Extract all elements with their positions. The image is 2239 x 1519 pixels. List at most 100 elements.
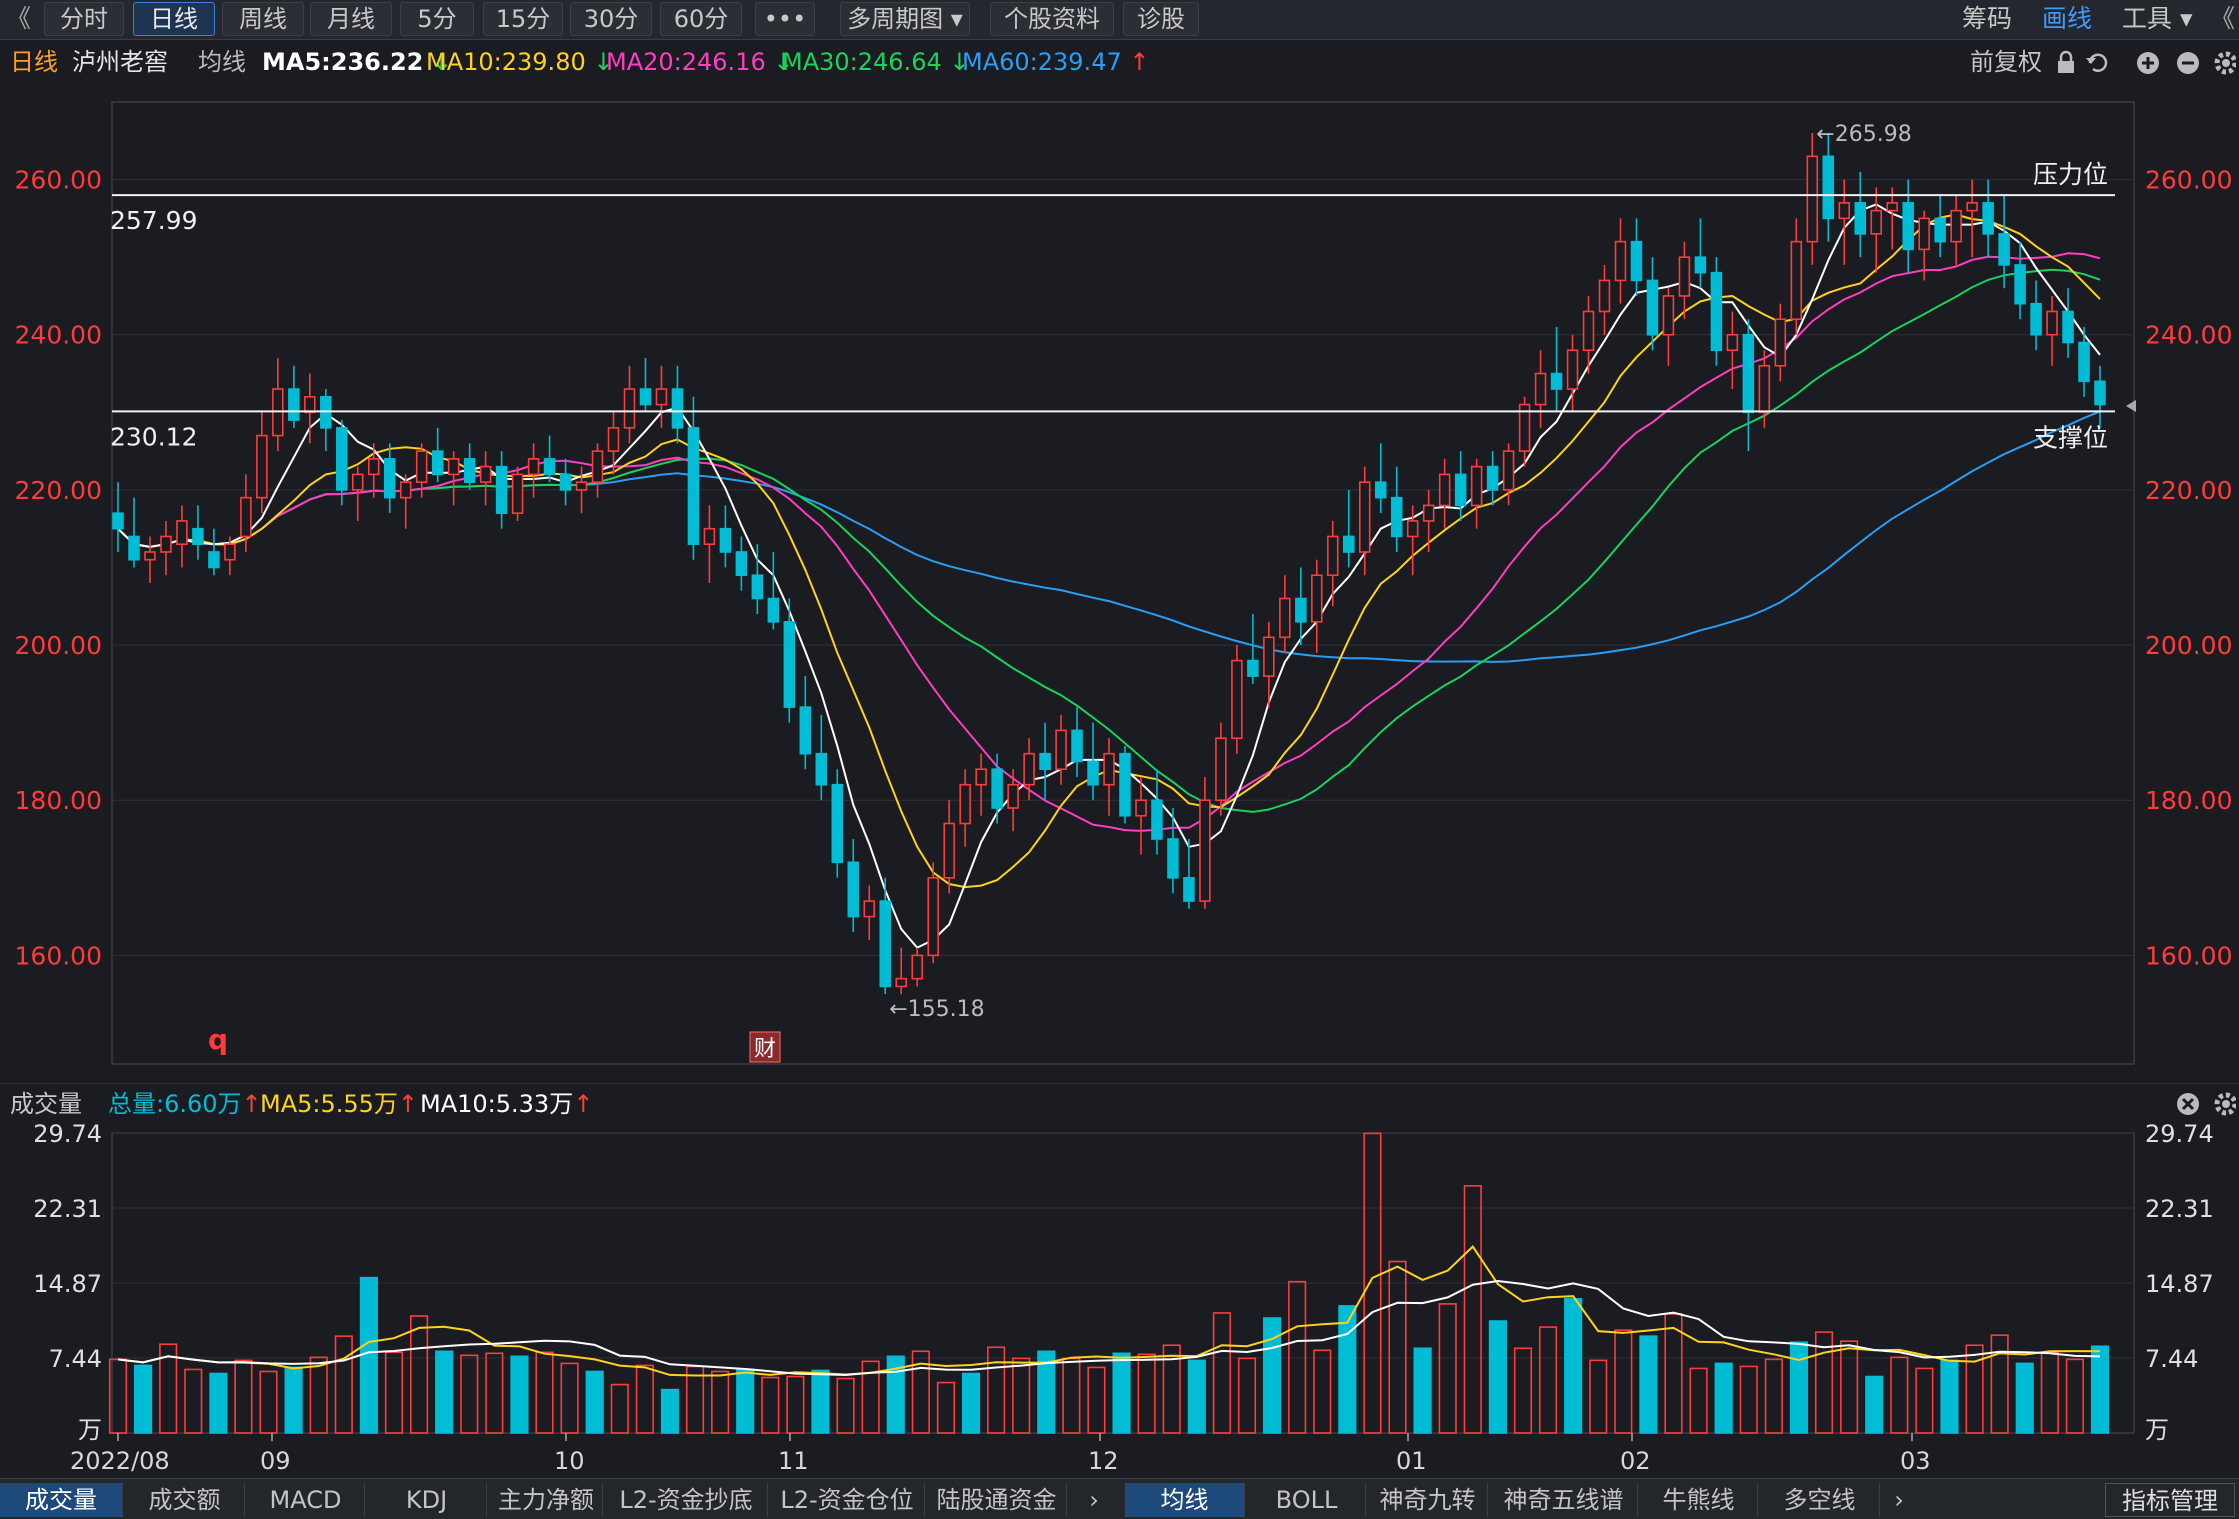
candle[interactable] xyxy=(1103,738,1115,816)
period-tab[interactable]: ••• xyxy=(755,2,815,36)
volume-bar[interactable] xyxy=(1814,1331,1834,1434)
candle[interactable] xyxy=(431,427,444,483)
volume-bar[interactable] xyxy=(936,1381,956,1434)
candle[interactable] xyxy=(1343,489,1355,568)
volume-bar[interactable] xyxy=(1037,1350,1056,1434)
volume-bar[interactable] xyxy=(359,1276,378,1434)
candle[interactable] xyxy=(943,800,955,894)
candle[interactable] xyxy=(831,769,844,878)
zoom-out-icon[interactable] xyxy=(2177,52,2199,74)
indicator-tab[interactable]: MACD xyxy=(247,1483,365,1517)
indicator-manage-button[interactable]: 指标管理 xyxy=(2105,1483,2235,1517)
volume-chart[interactable]: 29.74 29.74 22.31 22.31 14.87 14.87 7.44 7.44 万 万… xyxy=(0,1123,2239,1478)
indicator-tab[interactable]: L2-资金抄底 xyxy=(605,1483,768,1517)
candle[interactable] xyxy=(1966,179,1978,258)
candle[interactable] xyxy=(719,505,732,568)
candle[interactable] xyxy=(1726,311,1739,390)
candle[interactable] xyxy=(1758,350,1771,428)
candle[interactable] xyxy=(1167,807,1179,894)
volume-bar[interactable] xyxy=(1438,1303,1457,1434)
candle[interactable] xyxy=(1390,466,1403,552)
indicator-tab[interactable]: 成交量 xyxy=(0,1483,123,1517)
candle[interactable] xyxy=(1295,567,1307,646)
candle[interactable] xyxy=(959,769,971,847)
volume-bar[interactable] xyxy=(1940,1359,1959,1434)
volume-bar[interactable] xyxy=(961,1372,981,1434)
volume-bar[interactable] xyxy=(1463,1185,1482,1434)
candle[interactable] xyxy=(112,482,124,552)
q-marker[interactable]: q xyxy=(208,1023,228,1056)
volume-bar[interactable] xyxy=(309,1356,328,1434)
volume-bar[interactable] xyxy=(1689,1367,1708,1434)
volume-bar[interactable] xyxy=(635,1364,654,1434)
close-icon[interactable] xyxy=(2177,1093,2199,1115)
period-tab[interactable]: 30分 xyxy=(570,2,652,36)
candle[interactable] xyxy=(911,947,923,987)
candle[interactable] xyxy=(2078,326,2090,397)
volume-bar[interactable] xyxy=(2015,1362,2034,1434)
candle[interactable] xyxy=(192,505,204,560)
candle[interactable] xyxy=(1662,288,1675,366)
candle[interactable] xyxy=(367,443,380,498)
candle[interactable] xyxy=(1886,187,1898,250)
candle[interactable] xyxy=(1199,776,1211,909)
tools-button[interactable]: 工具 ▾ xyxy=(2122,4,2193,33)
volume-bar[interactable] xyxy=(1237,1357,1257,1434)
candle[interactable] xyxy=(1950,195,1962,265)
volume-bar[interactable] xyxy=(1062,1357,1081,1434)
period-tab[interactable]: 60分 xyxy=(660,2,742,36)
volume-bar[interactable] xyxy=(1915,1367,1934,1434)
volume-bar[interactable] xyxy=(836,1377,855,1434)
volume-bar[interactable] xyxy=(134,1364,153,1434)
candle[interactable] xyxy=(320,389,332,452)
candle[interactable] xyxy=(1071,707,1083,777)
period-tab[interactable]: 个股资料 xyxy=(990,2,1114,36)
candle[interactable] xyxy=(447,451,460,506)
volume-bar[interactable] xyxy=(1313,1349,1332,1434)
candle[interactable] xyxy=(559,458,572,506)
candle[interactable] xyxy=(1327,520,1339,607)
candle[interactable] xyxy=(415,443,428,498)
candle[interactable] xyxy=(1694,218,1707,289)
candle[interactable] xyxy=(224,536,236,576)
candle[interactable] xyxy=(591,443,604,498)
volume-bar[interactable] xyxy=(1338,1305,1357,1434)
candle[interactable] xyxy=(815,714,828,801)
candle[interactable] xyxy=(1550,326,1563,413)
volume-bar[interactable] xyxy=(1990,1334,2009,1434)
candle[interactable] xyxy=(1902,179,1914,273)
candle[interactable] xyxy=(1502,443,1515,506)
volume-bar[interactable] xyxy=(384,1351,404,1434)
candle[interactable] xyxy=(2062,288,2074,359)
candle[interactable] xyxy=(1215,722,1227,816)
candle[interactable] xyxy=(1534,350,1547,428)
candle[interactable] xyxy=(607,412,620,475)
candle[interactable] xyxy=(1055,714,1067,785)
volume-bar[interactable] xyxy=(1965,1344,1984,1434)
candle[interactable] xyxy=(495,451,508,529)
volume-bar[interactable] xyxy=(485,1352,504,1434)
volume-bar[interactable] xyxy=(560,1362,579,1434)
chip-button[interactable]: 筹码 xyxy=(1962,4,2013,33)
volume-bar[interactable] xyxy=(1388,1260,1407,1434)
candle[interactable] xyxy=(2014,241,2026,320)
period-tab[interactable]: 月线 xyxy=(310,2,392,36)
candle[interactable] xyxy=(1518,396,1531,467)
volume-bar[interactable] xyxy=(159,1343,178,1434)
candle[interactable] xyxy=(1374,443,1387,514)
volume-bar[interactable] xyxy=(1162,1344,1181,1434)
period-tab[interactable]: 周线 xyxy=(222,2,304,36)
candle[interactable] xyxy=(1438,458,1451,529)
candle[interactable] xyxy=(2030,280,2042,351)
candle[interactable] xyxy=(639,358,652,413)
candle[interactable] xyxy=(703,505,716,583)
period-tab[interactable]: 分时 xyxy=(44,2,124,36)
candle[interactable] xyxy=(735,536,748,591)
volume-bar[interactable] xyxy=(660,1388,680,1434)
candle[interactable] xyxy=(1598,264,1611,335)
volume-bar[interactable] xyxy=(1840,1340,1859,1434)
volume-indicator-label[interactable]: 成交量 xyxy=(10,1090,82,1118)
volume-bar[interactable] xyxy=(409,1315,429,1434)
volume-bar[interactable] xyxy=(535,1351,554,1434)
draw-line-button[interactable]: 画线 xyxy=(2042,4,2093,33)
